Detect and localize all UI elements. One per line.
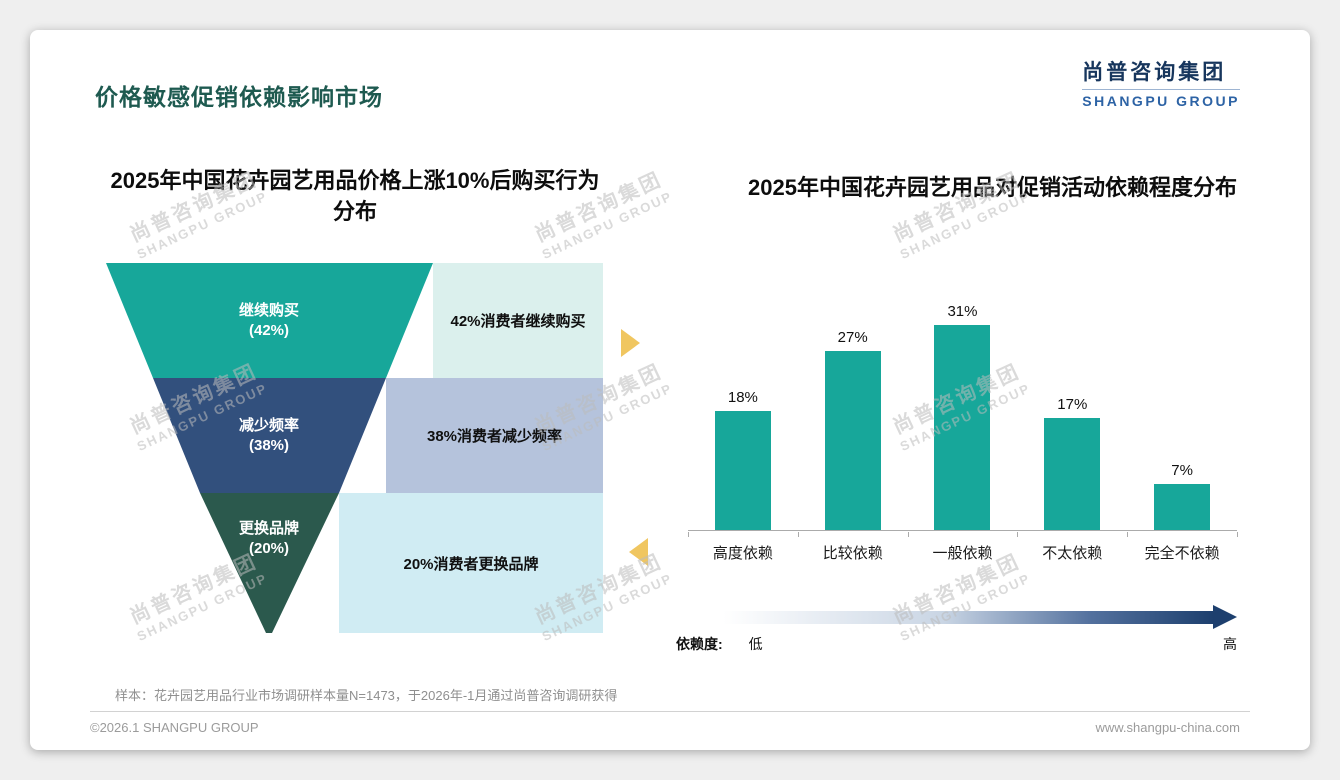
dependence-axis-labels: 依赖度: 低 高 (676, 634, 1237, 654)
bar-value-label: 27% (837, 329, 868, 346)
page-title: 价格敏感促销依赖影响市场 (95, 84, 383, 110)
bar-category-label: 比较依赖 (822, 545, 883, 562)
funnel-segment-pct: (20%) (248, 540, 289, 557)
bar-category-label: 高度依赖 (712, 545, 773, 562)
bar (714, 411, 771, 530)
bar-category-label: 不太依赖 (1042, 545, 1103, 562)
footer-website: www.shangpu-china.com (1095, 720, 1240, 735)
dependence-axis-low: 低 (748, 636, 763, 652)
footer-divider (90, 711, 1250, 712)
slide-card: 尚普咨询集团 SHANGPU GROUP 尚普咨询集团 SHANGPU GROUP 尚普… (30, 30, 1310, 750)
axis-tick (1017, 532, 1019, 537)
funnel-segment-pct: (38%) (248, 436, 289, 454)
funnel-desc-text: 38%消费者减少频率 (426, 428, 563, 445)
bar-chart-title: 2025年中国花卉园艺用品对促销活动依赖程度分布 (748, 175, 1237, 200)
bar-slot: 27% (798, 300, 908, 530)
company-logo: 尚普咨询集团 SHANGPU GROUP (1082, 56, 1240, 109)
bar-slot: 31% (908, 300, 1018, 530)
bar (1044, 418, 1101, 530)
bar-chart-categories: 高度依赖 比较依赖 一般依赖 不太依赖 完全不依赖 (688, 542, 1237, 563)
logo-chinese-name: 尚普咨询集团 (1082, 61, 1227, 84)
bar-value-label: 18% (727, 389, 758, 406)
bar-chart-axis-ticks (688, 532, 1238, 537)
sample-note: 样本：花卉园艺用品行业市场调研样本量N=1473，于2026年-1月通过尚普咨询… (115, 688, 618, 703)
axis-tick (1127, 532, 1129, 537)
axis-tick (688, 532, 689, 537)
funnel-segment-label: 减少频率 (238, 416, 299, 434)
bar-slot: 18% (688, 300, 798, 530)
funnel-chart: 继续购买 (42%) 减少频率 (38%) 更换品牌 (20%) 42%消费者继… (103, 263, 603, 633)
dependence-axis-high: 高 (1223, 636, 1237, 652)
funnel-segment-text: 更换品牌 (20%) (200, 519, 339, 559)
funnel-segment-text: 继续购买 (42%) (106, 301, 433, 341)
dependence-gradient-arrow (723, 605, 1237, 629)
funnel-chart-title: 2025年中国花卉园艺用品价格上涨10%后购买行为 分布 (40, 165, 670, 227)
gradient-arrow-head-icon (1213, 605, 1237, 629)
funnel-segment-label: 更换品牌 (238, 520, 299, 537)
dependence-axis-name: 依赖度: (676, 636, 723, 652)
axis-tick (907, 532, 909, 537)
funnel-desc-text: 20%消费者更换品牌 (403, 555, 539, 573)
funnel-chart-title-line1: 2025年中国花卉园艺用品价格上涨10%后购买行为 (110, 168, 600, 193)
bar-chart-plot: 18% 27% 31% 17% 7% (688, 300, 1237, 531)
bar-value-label: 31% (947, 303, 978, 320)
bar-value-label: 17% (1057, 396, 1088, 413)
gradient-arrow-body (723, 610, 1213, 624)
footer-copyright: ©2026.1 SHANGPU GROUP (90, 720, 259, 735)
bar-slot: 17% (1017, 300, 1127, 530)
axis-tick (1237, 532, 1238, 537)
bar (934, 325, 991, 530)
bar-slot: 7% (1127, 300, 1237, 530)
bar-value-label: 7% (1171, 462, 1193, 479)
yellow-arrow-left-icon (629, 538, 648, 566)
axis-tick (797, 532, 799, 537)
funnel-segment-label: 继续购买 (238, 301, 299, 319)
bar (1154, 484, 1211, 530)
funnel-desc-box-1: 42%消费者继续购买 (433, 263, 603, 378)
funnel-desc-text: 42%消费者继续购买 (450, 313, 586, 330)
funnel-desc-box-2: 38%消费者减少频率 (386, 378, 603, 493)
yellow-arrow-right-icon (621, 329, 640, 357)
dependence-axis-left: 依赖度: 低 (676, 634, 763, 654)
funnel-segment-pct: (42%) (248, 321, 289, 339)
funnel-segment-continue-buying: 继续购买 (42%) (106, 263, 433, 378)
bar (824, 351, 881, 530)
funnel-chart-title-line2: 分布 (332, 199, 377, 224)
bar-category-label: 一般依赖 (932, 545, 993, 562)
funnel-segment-text: 减少频率 (38%) (153, 416, 386, 456)
bar-category-label: 完全不依赖 (1144, 545, 1220, 562)
funnel-desc-box-3: 20%消费者更换品牌 (339, 493, 603, 633)
logo-english-name: SHANGPU GROUP (1082, 89, 1240, 109)
